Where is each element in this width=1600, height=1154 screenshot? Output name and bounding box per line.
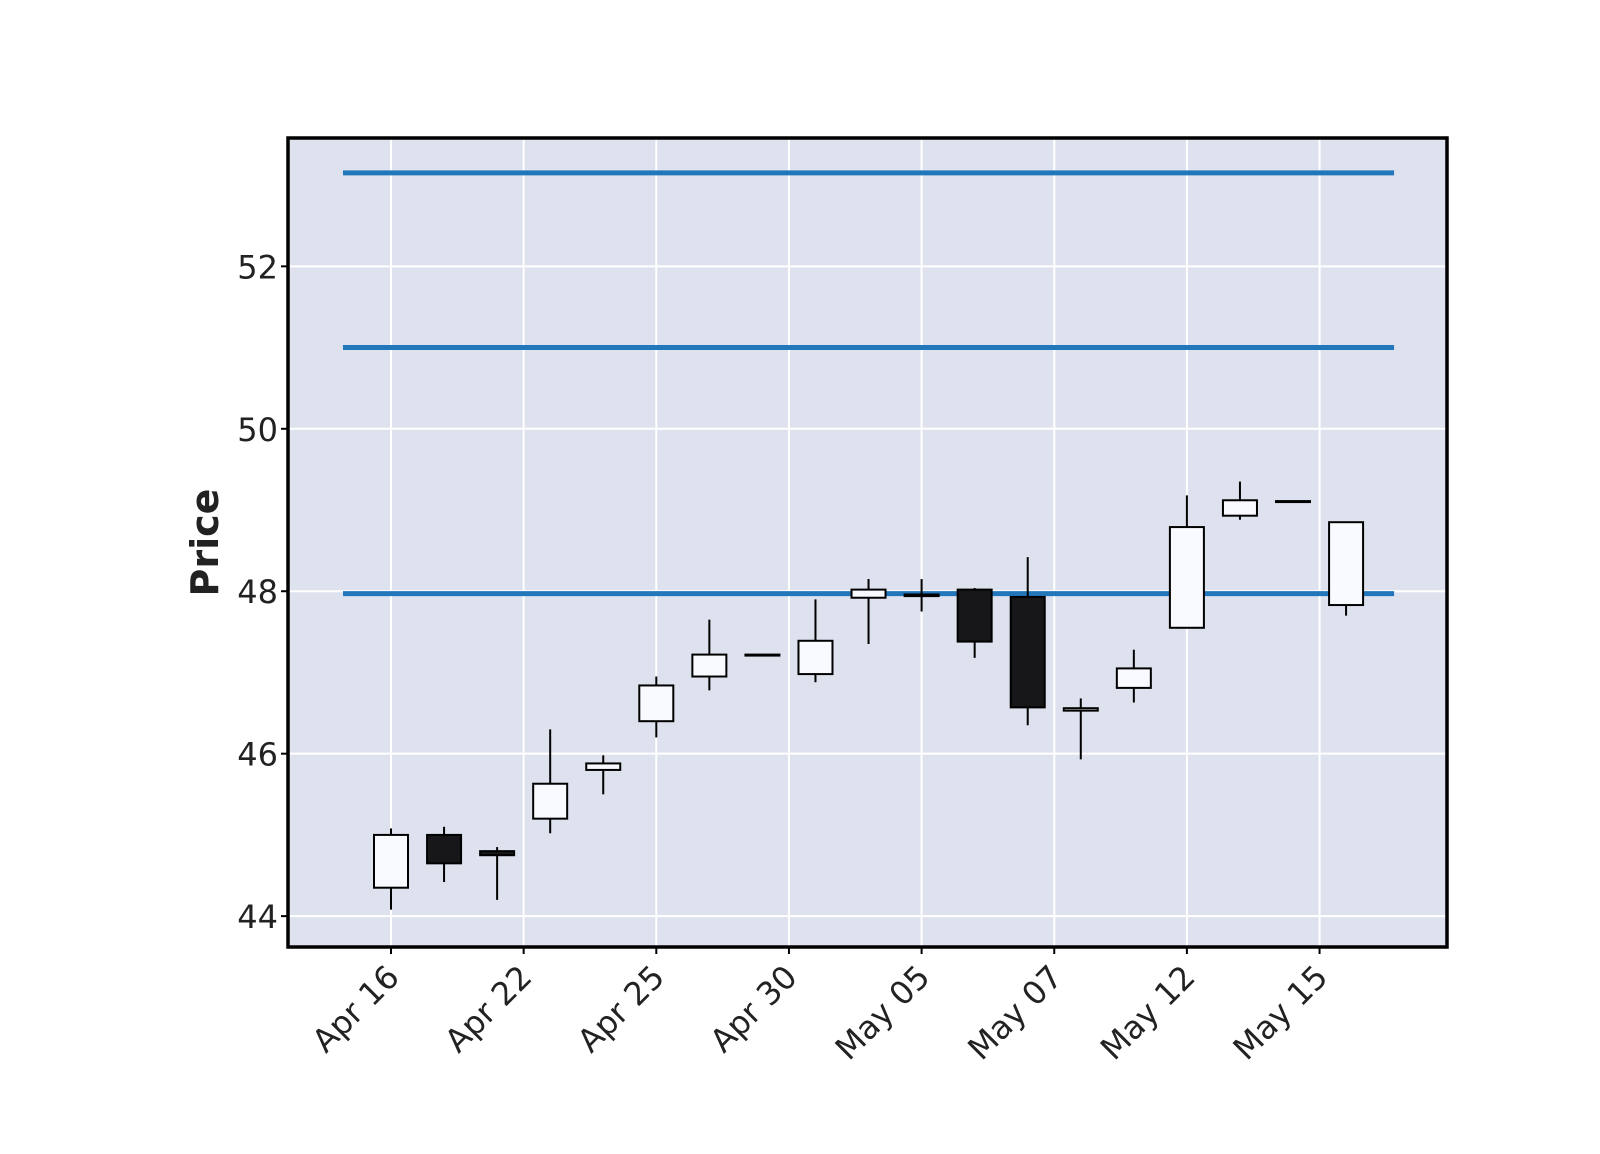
y-axis-ticks: 44 46 48 50 52 [237, 248, 288, 936]
y-tick-label: 50 [237, 411, 278, 449]
y-tick-label: 48 [237, 573, 278, 611]
y-tick-label: 52 [237, 248, 278, 286]
candle [850, 579, 887, 645]
candle [638, 676, 675, 738]
x-tick-label: Apr 16 [305, 958, 407, 1060]
candle-body [1275, 500, 1312, 504]
candle-body [1221, 499, 1258, 517]
candle-body [797, 639, 834, 676]
candle-body [1009, 595, 1046, 709]
x-tick-label: May 05 [828, 958, 938, 1068]
candle [956, 587, 993, 658]
candle [1168, 495, 1205, 629]
candle-body [638, 684, 675, 723]
candle-body [956, 588, 993, 643]
candle-body [744, 653, 781, 657]
y-tick-label: 44 [237, 898, 278, 936]
candle [1009, 557, 1046, 726]
candle [426, 826, 463, 883]
candle [1221, 481, 1258, 520]
y-axis-label: Price [183, 489, 227, 597]
x-tick-label: Apr 25 [570, 958, 672, 1060]
candle [903, 579, 940, 612]
candle-body [691, 653, 728, 678]
x-tick-label: Apr 22 [437, 958, 539, 1060]
x-tick-label: May 07 [960, 958, 1070, 1068]
candle-body [479, 850, 516, 857]
candle [1275, 500, 1312, 504]
candle-body [1168, 526, 1205, 629]
candle [373, 828, 409, 910]
x-tick-label: May 12 [1093, 958, 1203, 1068]
candle [585, 755, 622, 795]
x-tick-label: Apr 30 [703, 958, 805, 1060]
x-tick-label: May 15 [1226, 958, 1336, 1068]
candle-body [426, 833, 463, 865]
candle [744, 653, 781, 657]
candle [1062, 698, 1099, 760]
candle-body [373, 833, 409, 889]
candle [691, 619, 728, 691]
candle [1115, 649, 1152, 703]
candle-body [1062, 707, 1099, 712]
candle [1328, 521, 1365, 616]
candle [532, 729, 569, 834]
y-tick-label: 46 [237, 736, 278, 774]
candle [797, 599, 834, 683]
x-axis-ticks: Apr 16 Apr 22 Apr 25 Apr 30 May 05 May 07 May … [305, 947, 1336, 1068]
candle-body [903, 593, 940, 598]
candle-body [850, 588, 887, 599]
candle-body [585, 762, 622, 771]
candle-body [1115, 667, 1152, 689]
candle-layer [373, 481, 1365, 910]
candle-body [532, 782, 569, 820]
plot-background [288, 138, 1447, 947]
plot-frame [286, 136, 1449, 949]
candle-body [1328, 521, 1365, 607]
candle [479, 847, 516, 900]
